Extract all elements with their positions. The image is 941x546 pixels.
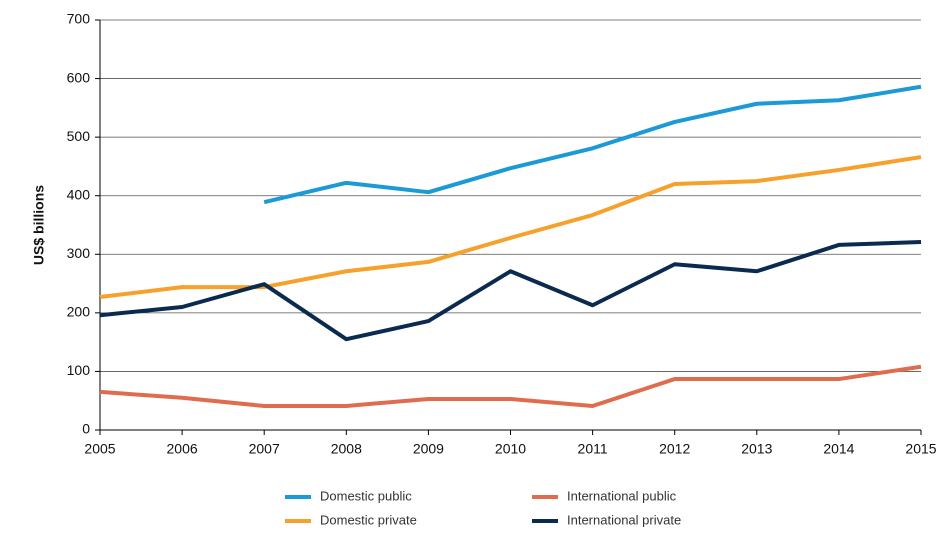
series-line xyxy=(99,239,922,342)
legend-label: Domestic private xyxy=(320,512,417,527)
y-tick-label: 300 xyxy=(67,245,91,261)
legend-label: Domestic public xyxy=(320,488,412,503)
x-tick-label: 2015 xyxy=(905,441,936,457)
y-tick-label: 200 xyxy=(67,304,91,320)
x-tick-label: 2009 xyxy=(413,441,444,457)
x-tick-label: 2005 xyxy=(84,441,115,457)
x-tick-label: 2012 xyxy=(659,441,690,457)
series-line xyxy=(99,364,922,408)
legend-label: International private xyxy=(567,512,681,527)
y-tick-label: 600 xyxy=(67,69,91,85)
legend: Domestic public International public Domes… xyxy=(285,488,681,527)
y-tick-label: 700 xyxy=(67,11,91,27)
legend-label: International public xyxy=(567,488,677,503)
x-tick-label: 2008 xyxy=(331,441,362,457)
x-tick-label: 2013 xyxy=(741,441,772,457)
x-tick-label: 2007 xyxy=(249,441,280,457)
y-tick-label: 0 xyxy=(82,421,90,437)
y-tick-label: 400 xyxy=(67,186,91,202)
series-line xyxy=(263,84,922,205)
x-tick-label: 2011 xyxy=(578,441,608,457)
y-tick-label: 100 xyxy=(67,362,91,378)
y-axis-label: US$ billions xyxy=(31,185,47,265)
series-line xyxy=(99,155,922,300)
y-tick-label: 500 xyxy=(67,128,91,144)
x-tick-label: 2014 xyxy=(823,441,854,457)
x-tick-label: 2006 xyxy=(167,441,198,457)
x-tick-label: 2010 xyxy=(495,441,526,457)
